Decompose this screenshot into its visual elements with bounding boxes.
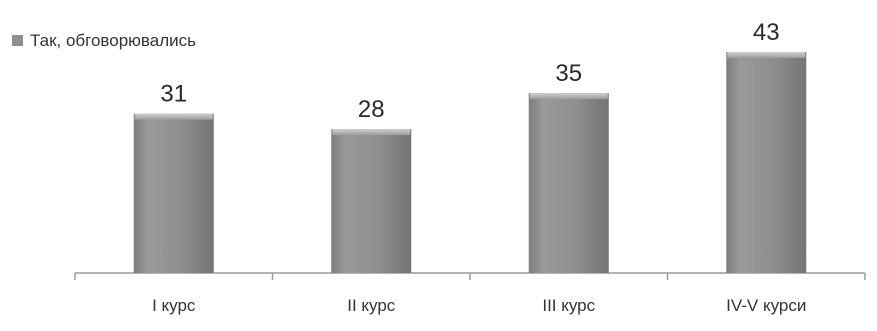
category-label: III курс — [542, 296, 595, 315]
bar-top-highlight — [332, 129, 411, 136]
data-label: 31 — [160, 81, 187, 108]
legend: Так, обговорювались — [12, 31, 196, 50]
bar — [331, 129, 412, 273]
category-label: IV-V курси — [726, 296, 806, 315]
legend-label: Так, обговорювались — [30, 31, 196, 50]
data-label: 43 — [753, 19, 780, 46]
bar-top-highlight — [134, 113, 213, 120]
bar-top-highlight — [727, 52, 806, 58]
bar-group: 35 III курс — [528, 60, 609, 315]
bar — [133, 113, 214, 274]
bar-top-highlight — [529, 93, 608, 100]
bar-group: 43 IV-V курси — [726, 19, 806, 315]
bars: 31 I курс 28 II курс 35 III курс 43 IV-V курси — [133, 19, 806, 315]
bar-group: 28 II курс — [331, 96, 412, 315]
legend-swatch — [12, 35, 23, 46]
bar — [726, 52, 807, 273]
category-label: II курс — [347, 296, 396, 315]
data-label: 28 — [358, 96, 385, 123]
category-label: I курс — [152, 296, 196, 315]
x-axis — [74, 272, 866, 280]
bar-group: 31 I курс — [133, 81, 214, 315]
data-label: 35 — [555, 60, 582, 87]
bar — [528, 93, 609, 274]
